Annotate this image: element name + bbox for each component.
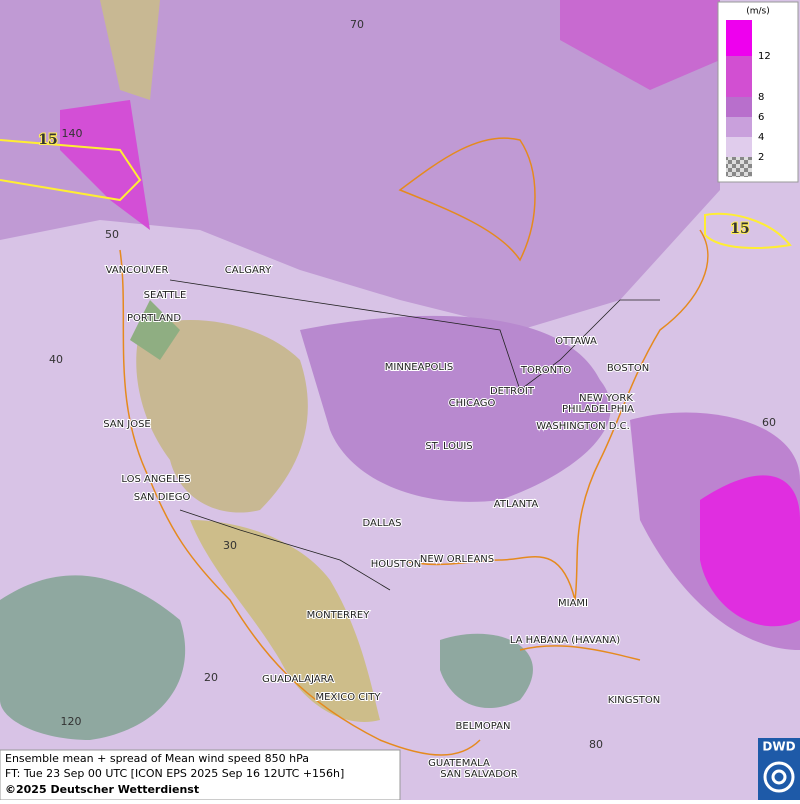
city-label: PORTLAND xyxy=(127,313,181,324)
city-label: OTTAWA xyxy=(555,336,597,347)
legend-swatch xyxy=(726,20,752,56)
city-label: VANCOUVER xyxy=(106,265,169,276)
city-label: MINNEAPOLIS xyxy=(385,362,453,373)
city-label: MONTERREY xyxy=(307,610,371,621)
city-label: WASHINGTON D.C. xyxy=(536,421,630,432)
coastlines xyxy=(119,137,709,756)
logo-icon xyxy=(771,769,787,785)
logo-text: DWD xyxy=(762,740,795,754)
city-label: SAN JOSE xyxy=(103,419,151,430)
city-label: CALGARY xyxy=(225,265,272,276)
contour-label: 15 xyxy=(730,221,749,237)
city-label: ST. LOUIS xyxy=(425,441,472,452)
legend-swatch xyxy=(726,97,752,117)
legend-tick: 2 xyxy=(758,152,764,163)
city-label: LA HABANA (HAVANA) xyxy=(510,635,620,646)
legend-swatch xyxy=(726,137,752,157)
legend-tick: 12 xyxy=(758,51,771,62)
city-label: ATLANTA xyxy=(494,499,539,510)
lat-lon-label: 140 xyxy=(62,127,83,140)
city-label: HOUSTON xyxy=(371,559,422,570)
legend-tick: 8 xyxy=(758,92,764,103)
lat-lon-label: 60 xyxy=(762,416,776,429)
lat-lon-label: 20 xyxy=(204,671,218,684)
logo-icon xyxy=(763,761,795,793)
legend-swatch xyxy=(726,56,752,97)
terrain xyxy=(100,0,380,722)
contour-label: 15 xyxy=(38,132,57,148)
footer-time: FT: Tue 23 Sep 00 UTC [ICON EPS 2025 Sep… xyxy=(5,767,344,780)
city-label: MEXICO CITY xyxy=(316,692,382,703)
city-label: BELMOPAN xyxy=(456,721,511,732)
legend: (m/s) 12 8 6 4 2 xyxy=(717,1,799,183)
lat-lon-label: 50 xyxy=(105,228,119,241)
city-label: KINGSTON xyxy=(608,695,661,706)
lat-lon-label: 80 xyxy=(589,738,603,751)
lat-lon-label: 40 xyxy=(49,353,63,366)
city-label: SEATTLE xyxy=(144,290,187,301)
footer: Ensemble mean + spread of Mean wind spee… xyxy=(0,749,401,801)
wind-field xyxy=(0,0,800,740)
contours xyxy=(0,139,792,249)
lat-lon-label: 30 xyxy=(223,539,237,552)
city-label: DALLAS xyxy=(363,518,402,529)
lat-lon-label: 70 xyxy=(350,18,364,31)
city-label: TORONTO xyxy=(520,365,571,376)
city-label: LOS ANGELES xyxy=(121,474,190,485)
legend-swatch xyxy=(726,117,752,137)
logo: DWD xyxy=(758,738,800,800)
lat-lon-label: 120 xyxy=(61,715,82,728)
city-label: CHICAGO xyxy=(449,398,496,409)
borders xyxy=(169,279,660,591)
city-label: DETROIT xyxy=(490,386,535,397)
footer-copyright: ©2025 Deutscher Wetterdienst xyxy=(5,783,199,796)
city-labels: VANCOUVER CALGARY SEATTLE PORTLAND MINNEAPOL… xyxy=(102,264,661,781)
city-label: NEW YORK xyxy=(579,393,633,404)
city-label: NEW ORLEANS xyxy=(420,554,494,565)
city-label: SAN DIEGO xyxy=(134,492,191,503)
legend-tick: 4 xyxy=(758,132,764,143)
city-label: SAN SALVADOR xyxy=(440,769,517,780)
city-label: BOSTON xyxy=(607,363,649,374)
city-label: PHILADELPHIA xyxy=(562,404,634,415)
legend-unit: (m/s) xyxy=(746,7,770,17)
legend-tick: 6 xyxy=(758,112,764,123)
city-label: GUADALAJARA xyxy=(262,674,334,685)
city-label: GUATEMALA xyxy=(428,758,490,769)
footer-box xyxy=(0,749,401,801)
grid-labels: 70 140 50 40 30 20 120 60 80 xyxy=(49,18,776,751)
footer-title: Ensemble mean + spread of Mean wind spee… xyxy=(5,752,309,765)
legend-swatch xyxy=(726,157,752,177)
city-label: MIAMI xyxy=(558,598,588,609)
